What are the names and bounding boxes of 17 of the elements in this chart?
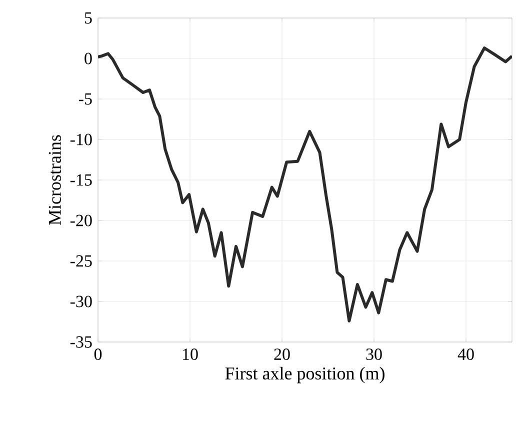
x-tick-label: 40 (458, 348, 474, 360)
x-tick-label: 0 (94, 348, 102, 360)
x-tick-label: 30 (366, 348, 382, 360)
y-tick-label: -10 (70, 134, 92, 146)
y-tick-label: 5 (84, 12, 92, 24)
line-series (98, 46, 512, 322)
x-axis-title: First axle position (m) (225, 366, 384, 384)
y-tick-label: -5 (78, 93, 92, 105)
x-tick-label: 20 (274, 348, 290, 360)
y-tick-label: -35 (70, 336, 92, 348)
y-tick-label: 0 (84, 52, 92, 64)
y-axis-title: Microstrains (48, 135, 61, 225)
x-tick-label: 10 (182, 348, 198, 360)
y-tick-label: -25 (70, 255, 92, 267)
y-tick-label: -30 (70, 296, 92, 308)
y-tick-label: -20 (70, 214, 92, 226)
y-tick-label: -15 (70, 174, 92, 186)
